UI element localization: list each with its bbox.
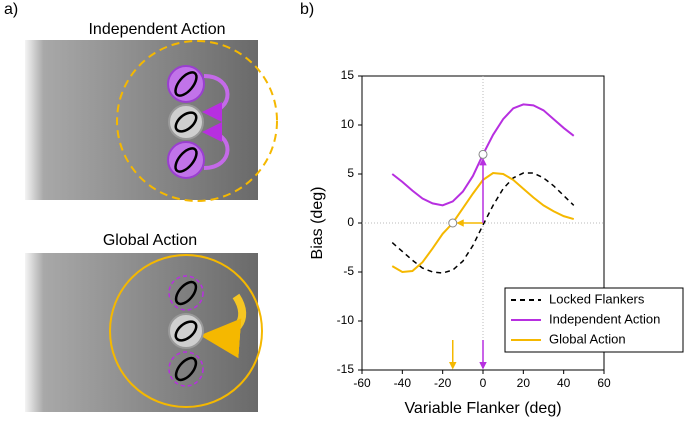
panel-label: b) xyxy=(300,1,314,18)
y-tick-label: 5 xyxy=(347,166,354,180)
panel-label: a) xyxy=(4,1,18,18)
series-line xyxy=(391,172,575,274)
diagram-independent xyxy=(25,40,278,202)
x-tick-label: 60 xyxy=(597,376,611,390)
y-tick-label: 15 xyxy=(341,68,355,82)
x-axis-label: Variable Flanker (deg) xyxy=(404,400,561,417)
y-tick-label: -10 xyxy=(337,313,355,327)
y-axis-label: Bias (deg) xyxy=(309,187,326,260)
diagram-global xyxy=(25,253,263,412)
x-tick-label: -60 xyxy=(353,376,371,390)
y-tick-label: -15 xyxy=(337,362,355,376)
diagram-title: Independent Action xyxy=(88,21,225,38)
y-tick-label: 10 xyxy=(341,117,355,131)
x-tick-label: 0 xyxy=(480,376,487,390)
y-tick-label: 0 xyxy=(347,215,354,229)
point xyxy=(448,218,458,228)
diagram-title: Global Action xyxy=(103,232,197,249)
point xyxy=(478,149,488,159)
x-tick-label: -20 xyxy=(434,376,452,390)
legend-label: Global Action xyxy=(549,331,626,346)
y-tick-label: -5 xyxy=(343,264,354,278)
legend-label: Independent Action xyxy=(549,311,660,326)
x-tick-label: -40 xyxy=(394,376,412,390)
x-tick-label: 20 xyxy=(517,376,531,390)
legend-label: Locked Flankers xyxy=(549,291,645,306)
x-tick-label: 40 xyxy=(557,376,571,390)
